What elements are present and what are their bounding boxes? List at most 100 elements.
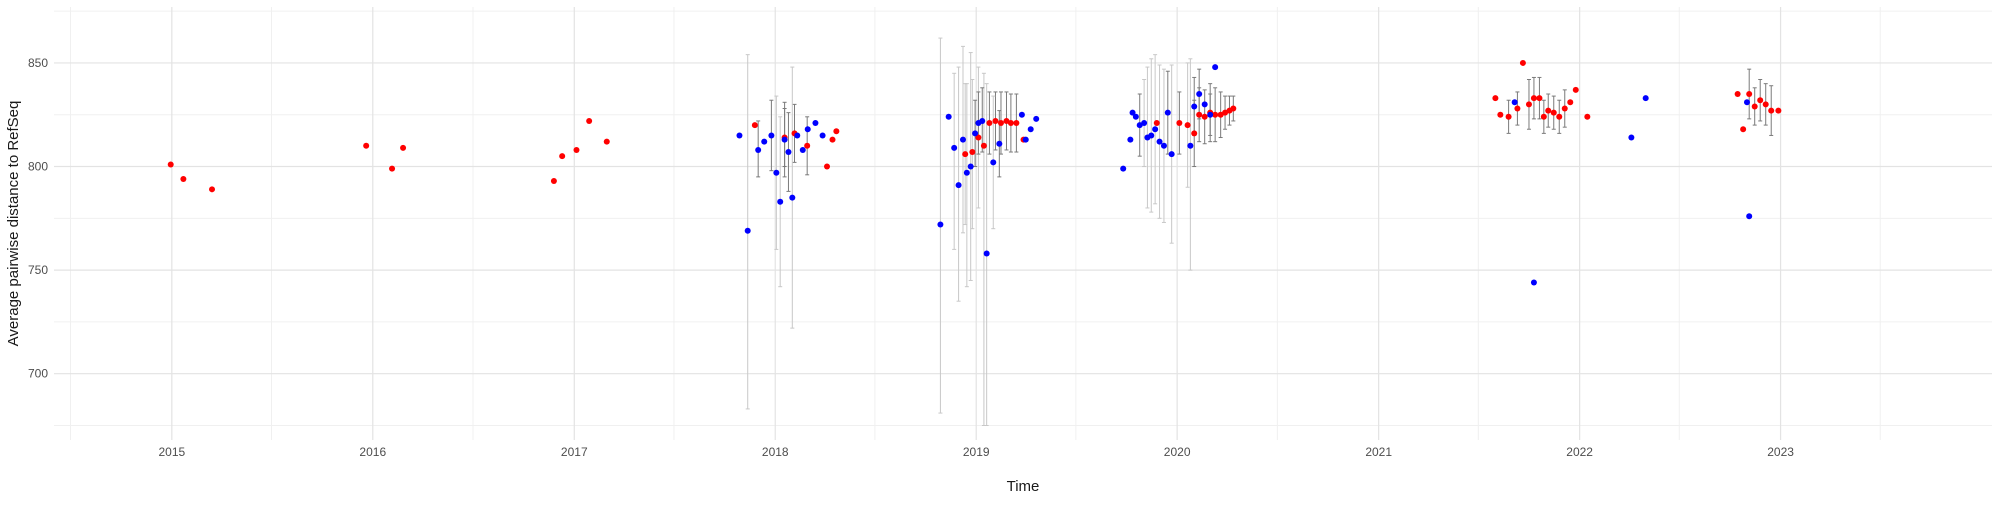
data-point <box>1207 111 1214 118</box>
data-point <box>1746 213 1753 220</box>
data-point <box>1530 279 1537 286</box>
data-point <box>1132 113 1139 120</box>
data-point <box>751 122 758 129</box>
data-point <box>1572 86 1579 93</box>
major-gridlines <box>54 7 1992 440</box>
data-point <box>1152 126 1159 133</box>
x-tick-label: 2016 <box>359 445 386 459</box>
data-point <box>1628 134 1635 141</box>
data-point <box>1530 95 1537 102</box>
data-point <box>1751 103 1758 110</box>
data-point <box>1201 113 1208 120</box>
x-tick-label: 2021 <box>1365 445 1392 459</box>
data-point <box>1153 120 1160 127</box>
x-tick-label: 2017 <box>561 445 588 459</box>
data-point <box>969 149 976 156</box>
data-point <box>972 130 979 137</box>
data-point <box>1120 165 1127 172</box>
data-point <box>363 142 370 149</box>
data-point <box>1164 109 1171 116</box>
x-axis-title: Time <box>1007 478 1040 495</box>
error-bars <box>745 37 1774 426</box>
minor-gridlines <box>54 7 1992 440</box>
data-point <box>573 146 580 153</box>
data-point <box>937 221 944 228</box>
data-point <box>945 113 952 120</box>
data-point <box>1768 107 1775 114</box>
data-point <box>1550 109 1557 116</box>
data-point <box>1584 113 1591 120</box>
data-point <box>1536 95 1543 102</box>
data-point <box>400 144 407 151</box>
data-point <box>1201 101 1208 108</box>
data-point <box>789 194 796 201</box>
data-point <box>1519 59 1526 66</box>
data-point <box>761 138 768 145</box>
data-point <box>833 128 840 135</box>
data-point <box>777 198 784 205</box>
data-point <box>1511 99 1518 106</box>
data-point <box>1022 136 1029 143</box>
data-point <box>1191 130 1198 137</box>
data-point <box>1212 111 1219 118</box>
data-point <box>1540 113 1547 120</box>
data-point <box>209 186 216 193</box>
data-point <box>1033 115 1040 122</box>
x-tick-label: 2020 <box>1164 445 1191 459</box>
data-point <box>1775 107 1782 114</box>
data-point <box>975 134 982 141</box>
data-point <box>992 117 999 124</box>
data-point <box>829 136 836 143</box>
data-point <box>819 132 826 139</box>
data-point <box>997 120 1004 127</box>
x-tick-labels: 2015 2016 2017 2018 2019 2020 2021 2022 2023 <box>158 445 1794 459</box>
data-point <box>167 161 174 168</box>
data-points <box>167 59 1782 286</box>
x-tick-label: 2018 <box>762 445 789 459</box>
data-point <box>1514 105 1521 112</box>
data-point <box>1762 101 1769 108</box>
data-point <box>996 140 1003 147</box>
data-point <box>768 132 775 139</box>
data-point <box>1027 126 1034 133</box>
data-point <box>983 250 990 257</box>
error-bar <box>964 83 969 288</box>
data-point <box>1757 97 1764 104</box>
data-point <box>1176 120 1183 127</box>
data-point <box>1567 99 1574 106</box>
x-tick-label: 2019 <box>963 445 990 459</box>
data-point <box>1497 111 1504 118</box>
data-point <box>980 142 987 149</box>
data-point <box>1141 120 1148 127</box>
data-point <box>990 159 997 166</box>
data-point <box>1561 105 1568 112</box>
data-point <box>804 126 811 133</box>
data-point <box>1734 91 1741 98</box>
y-tick-label: 750 <box>28 263 48 277</box>
data-point <box>1642 95 1649 102</box>
data-point <box>812 120 819 127</box>
data-point <box>1525 101 1532 108</box>
data-point <box>799 146 806 153</box>
data-point <box>550 178 557 185</box>
data-point <box>1129 109 1136 116</box>
data-point <box>1156 138 1163 145</box>
data-point <box>1187 142 1194 149</box>
data-point <box>986 120 993 127</box>
data-point <box>1556 113 1563 120</box>
data-point <box>1492 95 1499 102</box>
data-point <box>180 175 187 182</box>
data-point <box>823 163 830 170</box>
y-tick-label: 800 <box>28 160 48 174</box>
x-tick-label: 2022 <box>1566 445 1593 459</box>
data-point <box>603 138 610 145</box>
data-point <box>1196 111 1203 118</box>
y-tick-label: 700 <box>28 367 48 381</box>
data-point <box>804 142 811 149</box>
data-point <box>559 153 566 160</box>
data-point <box>955 182 962 189</box>
data-point <box>736 132 743 139</box>
data-point <box>1007 120 1014 127</box>
data-point <box>1168 151 1175 158</box>
